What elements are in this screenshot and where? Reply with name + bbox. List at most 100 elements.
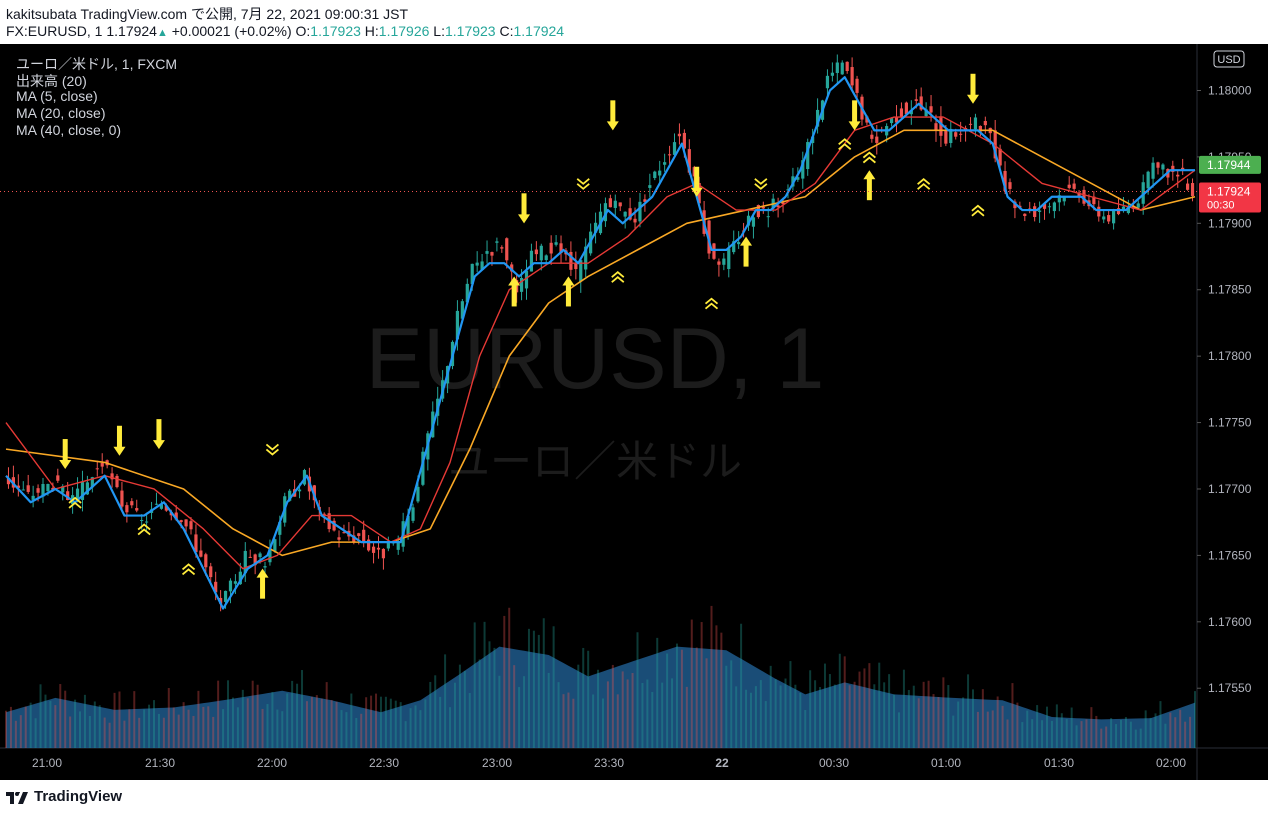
volume-bar bbox=[83, 694, 86, 748]
volume-bar bbox=[379, 696, 382, 748]
candle-body bbox=[376, 547, 381, 550]
y-tick-label: 1.17650 bbox=[1208, 548, 1252, 562]
candle-body bbox=[1097, 206, 1101, 217]
close-label: C: bbox=[499, 23, 514, 39]
candle-body bbox=[1082, 189, 1086, 204]
volume-bar bbox=[601, 698, 604, 748]
candle-body bbox=[85, 482, 90, 495]
volume-bar bbox=[1080, 721, 1083, 748]
candle-body bbox=[648, 185, 652, 188]
candle-body bbox=[480, 261, 484, 271]
legend-ma5[interactable]: MA (5, close) bbox=[16, 88, 98, 104]
volume-bar bbox=[1055, 704, 1058, 748]
volume-bar bbox=[98, 705, 101, 748]
candle-body bbox=[357, 533, 361, 536]
volume-bar bbox=[172, 707, 175, 748]
volume-bar bbox=[582, 647, 585, 748]
legend-ma40[interactable]: MA (40, close, 0) bbox=[16, 122, 122, 138]
ma5-line bbox=[5, 76, 1195, 610]
candle-body bbox=[322, 513, 326, 515]
volume-bar bbox=[310, 696, 313, 748]
tradingview-logo[interactable]: TradingView bbox=[6, 788, 122, 805]
volume-bar bbox=[971, 689, 974, 748]
candle-body bbox=[870, 134, 874, 139]
sell-arrow-icon bbox=[970, 73, 976, 96]
candle-body bbox=[983, 120, 987, 126]
candle-body bbox=[243, 550, 247, 574]
volume-bar bbox=[774, 679, 777, 748]
x-tick-label: 21:30 bbox=[145, 756, 175, 770]
candle-body bbox=[549, 242, 553, 254]
candle-body bbox=[712, 243, 716, 259]
volume-bar bbox=[34, 718, 37, 748]
candle-body bbox=[722, 258, 726, 265]
ma-price-tag bbox=[1199, 155, 1261, 174]
volume-bar bbox=[14, 720, 17, 748]
volume-bar bbox=[1041, 720, 1044, 748]
volume-bar bbox=[69, 716, 72, 748]
sell-chevron-icon bbox=[576, 178, 590, 190]
price-chart[interactable]: EURUSD, 1 ユーロ／米ドル 1.17550 1.17600 1.17650 1.1… bbox=[0, 44, 1268, 780]
candle-body bbox=[1037, 210, 1042, 212]
candle-body bbox=[1052, 202, 1056, 212]
volume-bar bbox=[1085, 719, 1088, 748]
candle-body bbox=[1107, 215, 1111, 222]
candle-body bbox=[796, 177, 800, 180]
candle-body bbox=[618, 202, 622, 207]
volume-bar bbox=[675, 643, 678, 748]
candle-body bbox=[954, 132, 958, 137]
volume-bar bbox=[5, 710, 7, 748]
volume-bar bbox=[917, 698, 920, 748]
candle-body bbox=[411, 507, 415, 521]
volume-bar bbox=[296, 683, 299, 748]
candle-body bbox=[1171, 165, 1175, 172]
candle-body bbox=[421, 451, 425, 485]
candle-body bbox=[1072, 183, 1076, 189]
candle-body bbox=[855, 78, 859, 93]
volume-bar bbox=[1006, 719, 1009, 748]
candle-body bbox=[529, 250, 534, 272]
candle-body bbox=[534, 249, 538, 255]
volume-bar bbox=[1134, 729, 1137, 748]
volume-bar bbox=[710, 605, 713, 748]
candle-body bbox=[75, 488, 80, 501]
candle-body bbox=[145, 521, 149, 523]
legend-ma20[interactable]: MA (20, close) bbox=[16, 105, 106, 121]
candle-body bbox=[737, 242, 741, 245]
candle-body bbox=[214, 581, 218, 593]
candle-body bbox=[830, 72, 834, 76]
candle-body bbox=[776, 205, 780, 208]
legend-instrument[interactable]: ユーロ／米ドル, 1, FXCM bbox=[16, 56, 178, 72]
candle-body bbox=[766, 216, 770, 218]
volume-bar bbox=[715, 625, 718, 748]
y-tick-label: 1.17750 bbox=[1208, 416, 1252, 430]
legend-volume[interactable]: 出来高 (20) bbox=[16, 73, 87, 89]
candle-body bbox=[519, 277, 524, 292]
y-tick-label: 1.17600 bbox=[1208, 615, 1252, 629]
candle-body bbox=[584, 246, 588, 270]
candle-body bbox=[751, 217, 756, 227]
volume-bar bbox=[439, 696, 442, 748]
candle-body bbox=[238, 571, 242, 585]
volume-bar bbox=[320, 698, 323, 748]
x-tick-label: 22 bbox=[715, 756, 729, 770]
volume-bar bbox=[453, 682, 456, 748]
volume-bar bbox=[1105, 726, 1108, 748]
candle-body bbox=[1161, 164, 1165, 170]
candle-body bbox=[95, 468, 99, 470]
candle-body bbox=[1181, 167, 1185, 170]
last-price-tag-label: 1.17924 bbox=[1207, 184, 1251, 198]
volume-bar bbox=[893, 694, 896, 748]
volume-bar bbox=[636, 632, 639, 748]
buy-arrow-icon bbox=[740, 236, 753, 246]
ma40-line bbox=[5, 129, 1196, 557]
x-tick-label: 22:00 bbox=[257, 756, 287, 770]
volume-bar bbox=[651, 692, 654, 748]
currency-badge[interactable] bbox=[1213, 50, 1245, 68]
volume-bar bbox=[483, 621, 486, 748]
volume-bar bbox=[340, 710, 343, 748]
candle-body bbox=[613, 200, 617, 208]
sell-chevron-icon bbox=[265, 443, 279, 456]
buy-chevron-icon bbox=[181, 563, 196, 576]
volume-bar bbox=[276, 709, 279, 748]
